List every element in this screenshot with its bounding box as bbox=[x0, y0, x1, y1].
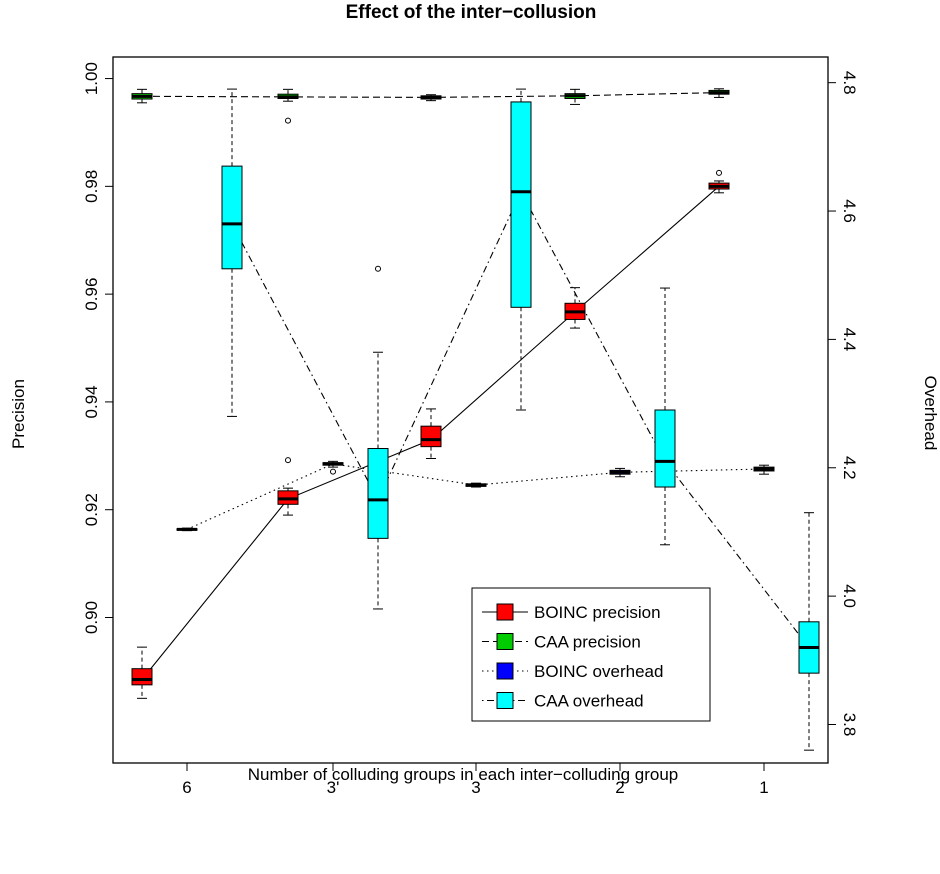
axes-layer: 6 3' 3 2 1 0.90 0.92 0.94 0.96 0.98 1.00 3.8 4.0 4.2 4… bbox=[82, 62, 859, 797]
y-tick-label-right: 4.2 bbox=[840, 456, 859, 480]
y-tick-label-left: 0.92 bbox=[82, 493, 101, 526]
box-body bbox=[367, 448, 389, 539]
legend-swatch-3 bbox=[496, 692, 514, 709]
outlier-point bbox=[330, 468, 336, 475]
box-series-0-cat-2 bbox=[420, 408, 442, 460]
box-series-1-cat-2 bbox=[420, 94, 442, 102]
y-tick-label-left: 0.96 bbox=[82, 278, 101, 311]
legend-label-2: BOINC overhead bbox=[534, 662, 663, 681]
box-series-3-cat-1 bbox=[367, 265, 389, 610]
box-series-2-cat-2 bbox=[465, 482, 487, 488]
y-tick-label-right: 4.0 bbox=[840, 584, 859, 608]
y-tick-label-right: 3.8 bbox=[840, 713, 859, 737]
y-tick-label-left: 1.00 bbox=[82, 62, 101, 95]
box-body bbox=[510, 101, 532, 308]
box-series-0-cat-3 bbox=[564, 287, 586, 329]
x-tick-label: 2 bbox=[615, 778, 624, 797]
plot-frame bbox=[112, 56, 829, 764]
y-tick-label-left: 0.98 bbox=[82, 170, 101, 203]
y-axis-label-right: Overhead bbox=[921, 376, 940, 451]
x-tick-label: 6 bbox=[182, 778, 191, 797]
y-tick-label-left: 0.94 bbox=[82, 385, 101, 418]
outlier-point bbox=[285, 457, 291, 464]
box-series-0-cat-0 bbox=[131, 646, 153, 699]
plot-layer bbox=[131, 88, 820, 751]
legend-swatch-0 bbox=[496, 603, 514, 621]
y-axis-label-left: Precision bbox=[9, 379, 28, 449]
x-tick-label: 3 bbox=[471, 778, 480, 797]
x-axis-label: Number of colluding groups in each inter… bbox=[248, 765, 678, 784]
box-series-2-cat-1 bbox=[322, 460, 344, 475]
chart-title: Effect of the inter−collusion bbox=[346, 2, 597, 23]
box-body bbox=[221, 165, 243, 270]
x-tick-label: 1 bbox=[759, 778, 768, 797]
box-series-3-cat-4 bbox=[798, 512, 820, 751]
box-body bbox=[131, 668, 153, 686]
outlier-point bbox=[285, 117, 291, 124]
box-series-0-cat-1 bbox=[277, 457, 299, 516]
box-body bbox=[420, 425, 442, 448]
box-body bbox=[654, 409, 676, 488]
box-series-0-cat-4 bbox=[708, 169, 730, 194]
legend-label-1: CAA precision bbox=[534, 633, 641, 652]
y-tick-label-right: 4.6 bbox=[840, 199, 859, 223]
outlier-point bbox=[375, 265, 381, 272]
outlier-point bbox=[716, 169, 722, 176]
box-series-1-cat-3 bbox=[564, 88, 586, 105]
legend-swatch-1 bbox=[496, 633, 514, 650]
box-series-1-cat-1 bbox=[277, 88, 299, 124]
legend-label-3: CAA overhead bbox=[534, 692, 644, 711]
box-series-3-cat-3 bbox=[654, 287, 676, 546]
box-series-1-cat-0 bbox=[131, 88, 153, 104]
y-tick-label-right: 4.8 bbox=[840, 71, 859, 95]
box-series-3-cat-2 bbox=[510, 88, 532, 411]
box-series-2-cat-4 bbox=[753, 464, 775, 475]
legend-swatch-2 bbox=[496, 662, 514, 680]
box-series-3-cat-0 bbox=[221, 88, 243, 417]
y-tick-label-left: 0.90 bbox=[82, 601, 101, 634]
series-line-2 bbox=[186, 463, 765, 530]
x-tick-label: 3' bbox=[327, 778, 340, 797]
y-tick-label-right: 4.4 bbox=[840, 328, 859, 352]
legend: BOINC precision CAA precision BOINC overhe… bbox=[471, 587, 711, 722]
box-series-2-cat-0 bbox=[176, 527, 198, 532]
legend-label-0: BOINC precision bbox=[534, 603, 661, 622]
box-series-1-cat-4 bbox=[708, 88, 730, 98]
box-series-2-cat-3 bbox=[609, 467, 631, 478]
